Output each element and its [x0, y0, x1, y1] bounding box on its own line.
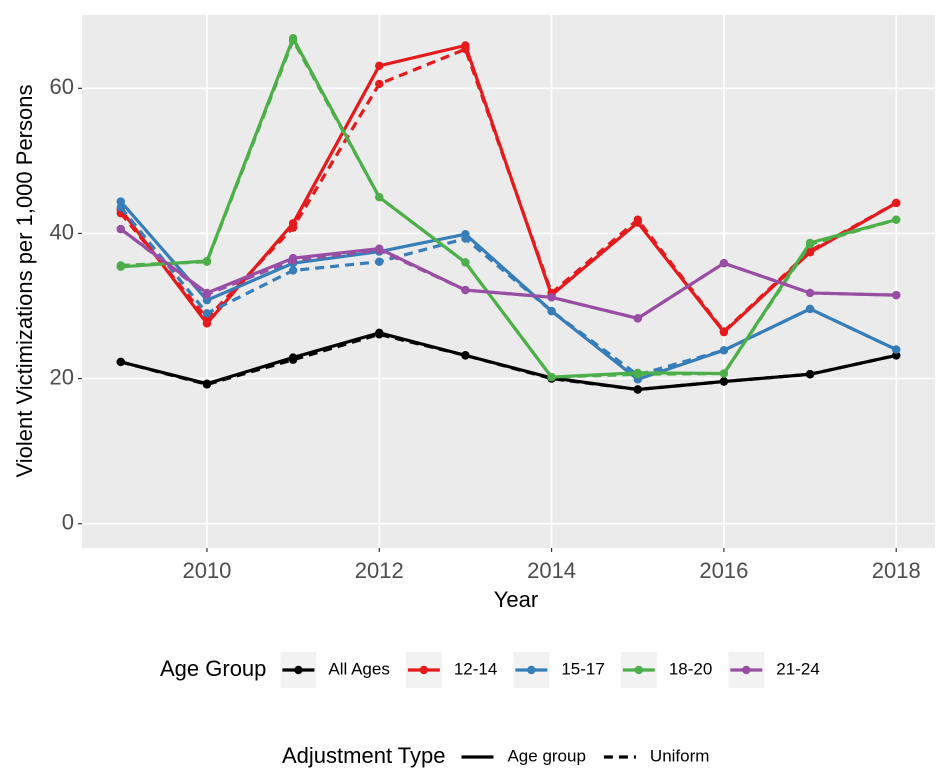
series-point: [547, 372, 556, 382]
series-point: [892, 198, 901, 208]
series-point: [375, 79, 384, 89]
series-point: [116, 197, 125, 206]
series-point: [719, 327, 729, 336]
legend-label: 12-14: [454, 659, 497, 678]
series-point: [288, 256, 298, 265]
series-point: [633, 385, 642, 394]
legend-key-point: [634, 665, 644, 675]
series-point: [375, 245, 384, 255]
x-tick-label: 2018: [872, 558, 921, 583]
x-tick-label: 2010: [182, 558, 231, 583]
series-line: [119, 47, 898, 334]
series-line: [119, 206, 897, 377]
series-point: [805, 370, 815, 379]
x-tick-label: 2012: [355, 558, 404, 583]
legend-label: 15-17: [561, 659, 604, 678]
series-point: [461, 285, 470, 295]
x-tick-label: 2016: [699, 558, 748, 583]
series-point: [288, 355, 298, 364]
series-point: [892, 215, 901, 224]
y-tick-label: 20: [50, 364, 74, 389]
legend-title: Adjustment Type: [282, 743, 445, 768]
legend-key-point: [294, 665, 303, 675]
series-point: [288, 266, 298, 275]
series-point: [202, 296, 212, 305]
series-point: [461, 351, 470, 360]
legend-key-point: [527, 665, 536, 675]
series-line: [120, 36, 897, 379]
series-point: [375, 192, 384, 202]
series-point: [892, 290, 901, 300]
series-point: [805, 288, 815, 298]
series-point: [375, 257, 384, 266]
legend-key-point: [742, 665, 751, 675]
legend-label: 18-20: [669, 659, 712, 678]
series-point: [719, 369, 729, 378]
series-point: [461, 234, 470, 243]
series-point: [202, 290, 212, 299]
series-point: [805, 304, 815, 314]
x-tick-label: 2014: [527, 558, 576, 583]
series-point: [719, 346, 729, 355]
legend-key-point: [419, 665, 429, 675]
series-point: [805, 240, 815, 249]
series-point: [633, 370, 642, 379]
legend-label: Uniform: [650, 746, 710, 765]
series-point: [116, 261, 125, 270]
series-point: [375, 330, 384, 339]
y-axis-title: Violent Victimizations per 1,000 Persons: [12, 85, 37, 478]
series-point: [461, 258, 470, 267]
series-point: [633, 215, 642, 224]
series-point: [547, 293, 556, 302]
series-point: [202, 257, 212, 266]
y-tick-label: 40: [50, 219, 74, 244]
series-point: [116, 357, 125, 367]
series-point: [288, 223, 298, 232]
series-point: [202, 380, 212, 389]
series-point: [892, 351, 901, 360]
series-line: [119, 227, 897, 321]
series-point: [633, 314, 642, 323]
series-point: [719, 377, 729, 386]
series-point: [892, 345, 901, 354]
legend-label: All Ages: [328, 659, 389, 678]
series-point: [288, 36, 298, 45]
series-point: [461, 44, 470, 54]
x-axis-title: Year: [494, 587, 538, 612]
legend-label: 21-24: [776, 659, 819, 678]
legend-label: Age group: [507, 746, 585, 765]
panel-background: [82, 15, 935, 548]
series-point: [719, 259, 729, 268]
series-line: [120, 332, 897, 392]
series-point: [116, 224, 125, 234]
y-tick-label: 0: [62, 510, 74, 535]
series-point: [375, 61, 384, 71]
legend-title: Age Group: [160, 656, 266, 681]
series-point: [116, 203, 125, 212]
y-tick-label: 60: [50, 74, 74, 99]
series-point: [547, 306, 556, 316]
series-point: [202, 309, 212, 318]
